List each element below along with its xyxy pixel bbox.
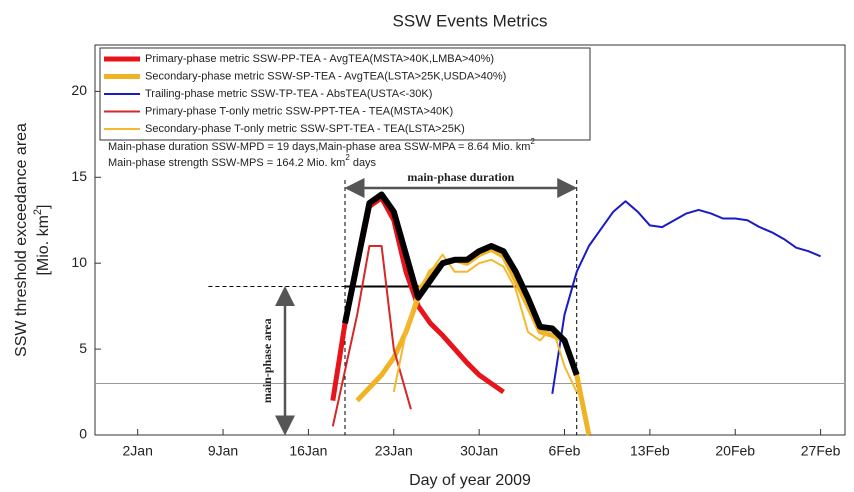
series-line xyxy=(355,246,592,436)
y-tick-label: 10 xyxy=(71,254,87,270)
area-label: main-phase area xyxy=(260,318,274,403)
legend-label: Trailing-phase metric SSW-TP-TEA - AbsTE… xyxy=(145,88,432,100)
annotation-text: Main-phase duration SSW-MPD = 19 days,Ma… xyxy=(108,141,530,153)
y-tick-label: 20 xyxy=(71,82,87,98)
annotation-sup: 2 xyxy=(530,137,535,146)
chart-title: SSW Events Metrics xyxy=(393,11,548,30)
legend-label: Primary-phase metric SSW-PP-TEA - AvgTEA… xyxy=(145,53,494,65)
plot-frame xyxy=(94,44,846,436)
annotation: Main-phase duration SSW-MPD = 19 days,Ma… xyxy=(108,137,535,153)
series-line xyxy=(392,253,578,393)
annotation: Main-phase strength SSW-MPS = 164.2 Mio.… xyxy=(108,153,377,169)
x-tick-label: 16Jan xyxy=(289,443,327,459)
annotation-text: Main-phase strength SSW-MPS = 164.2 Mio.… xyxy=(108,157,345,169)
series-line xyxy=(331,245,412,427)
y-axis-unit: [Mio. km2] xyxy=(32,204,52,275)
x-tick-label: 30Jan xyxy=(460,443,498,459)
legend-label: Secondary-phase T-only metric SSW-SPT-TE… xyxy=(145,123,465,135)
x-tick-label: 9Jan xyxy=(208,443,238,459)
x-tick-label: 6Feb xyxy=(549,443,581,459)
legend-box xyxy=(99,47,591,141)
duration-label: main-phase duration xyxy=(407,170,514,184)
series-line xyxy=(342,191,580,376)
x-tick-label: 2Jan xyxy=(123,443,153,459)
unit-text: ] xyxy=(35,204,52,208)
y-axis-label: SSW threshold exceedance area xyxy=(13,123,30,357)
x-tick-label: 13Feb xyxy=(630,443,670,459)
legend-label: Secondary-phase metric SSW-SP-TEA - AvgT… xyxy=(145,70,506,82)
y-tick-label: 5 xyxy=(79,340,87,356)
y-tick-label: 0 xyxy=(79,426,87,442)
x-tick-label: 27Feb xyxy=(801,443,841,459)
annotation-sup: 2 xyxy=(345,153,350,162)
x-tick-label: 23Jan xyxy=(375,443,413,459)
x-tick-label: 20Feb xyxy=(715,443,755,459)
annotation-text: days xyxy=(350,157,377,169)
y-tick-label: 15 xyxy=(71,168,87,184)
legend-label: Primary-phase T-only metric SSW-PPT-TEA … xyxy=(145,105,453,117)
unit-sup: 2 xyxy=(32,209,44,215)
series-line xyxy=(551,200,821,394)
unit-text: [Mio. km xyxy=(35,215,52,275)
x-axis-label: Day of year 2009 xyxy=(409,472,531,489)
